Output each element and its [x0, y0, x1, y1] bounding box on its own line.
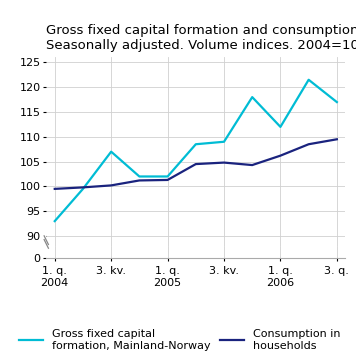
Consumption in
households [335, 137, 339, 141]
Text: Gross fixed capital formation and consumption.
Seasonally adjusted. Volume indic: Gross fixed capital formation and consum… [46, 24, 356, 52]
Consumption in
households [166, 178, 170, 182]
Gross fixed capital
formation, Mainland-Norway [194, 142, 198, 146]
Gross fixed capital
formation, Mainland-Norway [166, 174, 170, 179]
Gross fixed capital
formation, Mainland-Norway [137, 174, 142, 179]
Gross fixed capital
formation, Mainland-Norway [53, 219, 57, 223]
Consumption in
households [250, 163, 254, 167]
Line: Gross fixed capital
formation, Mainland-Norway: Gross fixed capital formation, Mainland-… [55, 80, 337, 221]
Gross fixed capital
formation, Mainland-Norway [278, 125, 283, 129]
Gross fixed capital
formation, Mainland-Norway [222, 140, 226, 144]
Consumption in
households [222, 160, 226, 165]
Legend: Gross fixed capital
formation, Mainland-Norway, Consumption in
households: Gross fixed capital formation, Mainland-… [14, 325, 345, 355]
Consumption in
households [137, 178, 142, 183]
Consumption in
households [53, 187, 57, 191]
Gross fixed capital
formation, Mainland-Norway [307, 78, 311, 82]
Consumption in
households [194, 162, 198, 166]
Consumption in
households [81, 185, 85, 190]
Gross fixed capital
formation, Mainland-Norway [109, 150, 113, 154]
Consumption in
households [307, 142, 311, 146]
Gross fixed capital
formation, Mainland-Norway [335, 100, 339, 104]
Consumption in
households [278, 154, 283, 158]
Consumption in
households [109, 183, 113, 187]
Gross fixed capital
formation, Mainland-Norway [81, 187, 85, 191]
Line: Consumption in
households: Consumption in households [55, 139, 337, 189]
Gross fixed capital
formation, Mainland-Norway [250, 95, 254, 99]
